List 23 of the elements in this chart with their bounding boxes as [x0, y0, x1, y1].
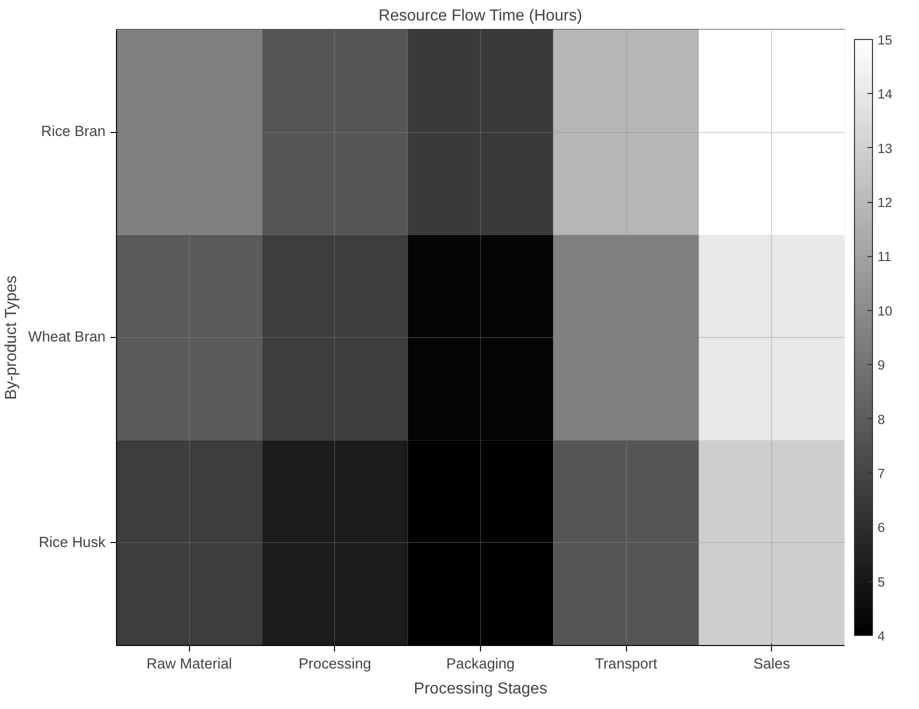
color-bar-label: 12 — [878, 195, 892, 210]
color-bar-label: 10 — [878, 303, 892, 318]
y-tick-label: Rice Bran — [41, 124, 106, 140]
color-bar-label: 4 — [878, 628, 886, 644]
x-tick-label: Sales — [753, 656, 790, 672]
x-tick-label: Transport — [595, 656, 658, 672]
x-axis-title: Processing Stages — [414, 680, 548, 698]
color-bar-label: 11 — [878, 249, 892, 264]
color-bar-label: 13 — [878, 140, 892, 156]
color-bar-label: 14 — [878, 86, 893, 102]
y-tick-label: Rice Husk — [38, 534, 106, 551]
y-tick-label: Wheat Bran — [28, 330, 106, 346]
color-bar-label: 8 — [878, 412, 885, 427]
x-tick-label: Processing — [298, 656, 372, 672]
color-bar-label: 7 — [878, 466, 885, 481]
y-axis-title: By-product Types — [3, 276, 20, 400]
color-bar-label: 15 — [878, 32, 892, 48]
chart-title: Resource Flow Time (Hours) — [378, 8, 582, 24]
x-tick-label: Packaging — [446, 656, 515, 672]
color-bar-label: 6 — [878, 520, 885, 536]
color-bar-label: 9 — [878, 358, 885, 373]
x-tick-label: Raw Material — [146, 656, 232, 672]
color-bar-label: 5 — [878, 574, 885, 590]
